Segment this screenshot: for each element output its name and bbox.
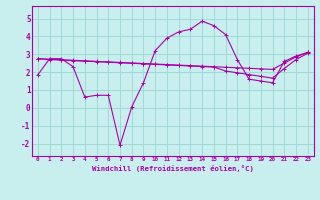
X-axis label: Windchill (Refroidissement éolien,°C): Windchill (Refroidissement éolien,°C): [92, 165, 254, 172]
